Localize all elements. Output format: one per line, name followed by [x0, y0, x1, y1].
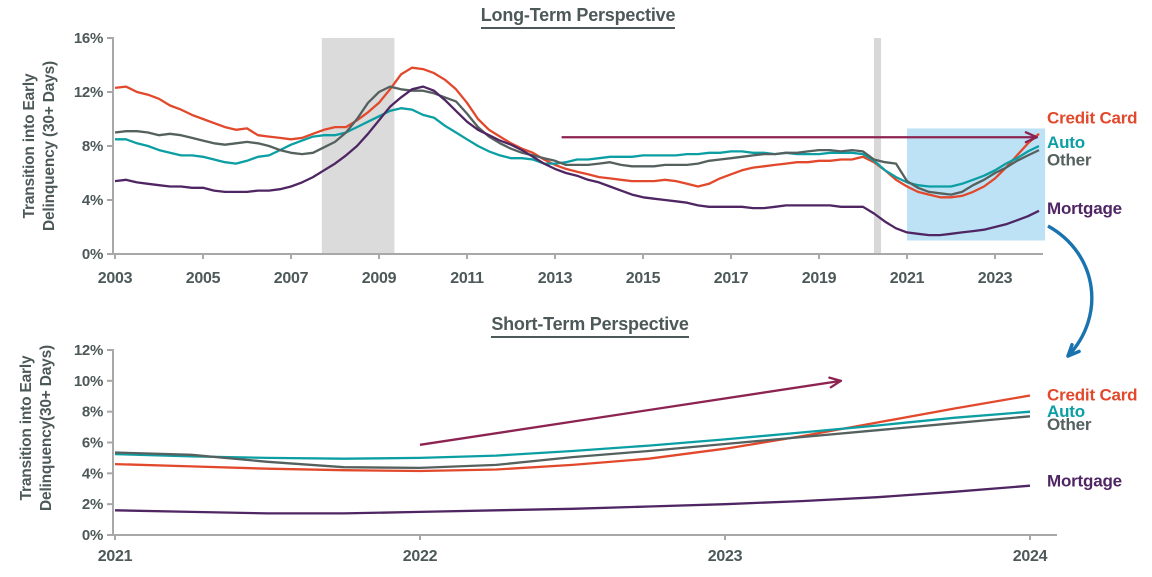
series-label-mortgage: Mortgage: [1047, 199, 1122, 218]
y-tick-label: 6%: [82, 434, 103, 451]
series-line-other: [114, 85, 1040, 196]
x-tick-label: 2021: [890, 270, 925, 287]
y-tick-label: 12%: [74, 342, 103, 359]
y-tick-label: 8%: [82, 404, 103, 421]
short-term-chart-title: Short-Term Perspective: [410, 314, 770, 338]
x-tick-label: 2015: [626, 270, 661, 287]
x-tick-label: 2003: [98, 270, 133, 287]
series-label-auto: Auto: [1047, 402, 1085, 421]
y-tick-label: 12%: [74, 84, 103, 101]
x-tick-label: 2005: [186, 270, 221, 287]
arrowhead: [1024, 136, 1038, 144]
x-tick-label: 2022: [403, 548, 438, 565]
trend-arrow: [419, 379, 842, 446]
arrowhead: [1024, 131, 1038, 139]
y-tick-label: 16%: [74, 30, 103, 47]
y-tick-label: 0%: [82, 246, 103, 263]
series-label-credit-card: Credit Card: [1047, 109, 1137, 128]
short-term-chart: 0% 2% 4% 6% 8% 10% 12% 2021 2022 2023 2024 Credit C…: [74, 342, 1138, 565]
arrowhead: [828, 376, 843, 382]
arrowhead: [829, 379, 843, 389]
x-tick-label: 2023: [708, 548, 743, 565]
y-tick-label: 8%: [82, 138, 103, 155]
x-tick-label: 2023: [978, 270, 1013, 287]
x-tick-label: 2021: [98, 548, 133, 565]
long-term-chart: 0% 4% 8% 12% 16% 2003 2005 2007 2009 2011 2013 2015…: [74, 30, 1138, 287]
y-tick-label: 10%: [74, 373, 103, 390]
x-tick-label: 2007: [274, 270, 309, 287]
series-line-mortgage: [114, 484, 1031, 515]
x-tick-label: 2019: [802, 270, 837, 287]
series-label-other: Other: [1047, 415, 1092, 434]
series-line-mortgage: [114, 85, 1040, 237]
short-term-chart-title-text: Short-Term Perspective: [491, 314, 689, 338]
series-line-other: [114, 415, 1031, 470]
x-tick-label: 2017: [714, 270, 749, 287]
long-term-chart-title: Long-Term Perspective: [398, 5, 758, 29]
series-line-auto: [115, 107, 1040, 188]
series-line-credit-card: [114, 394, 1031, 473]
series-label-auto: Auto: [1047, 133, 1085, 152]
y-tick-label: 4%: [82, 465, 103, 482]
series-line-credit-card: [114, 66, 1040, 199]
long-term-chart-title-text: Long-Term Perspective: [480, 5, 675, 29]
x-tick-label: 2013: [538, 270, 573, 287]
y-tick-label: 2%: [82, 496, 103, 513]
x-tick-label: 2024: [1013, 548, 1048, 565]
series-label-other: Other: [1047, 151, 1092, 170]
x-tick-label: 2009: [362, 270, 397, 287]
series-label-credit-card: Credit Card: [1047, 386, 1137, 405]
y-tick-label: 4%: [82, 192, 103, 209]
recession-band-2020: [874, 38, 882, 254]
y-tick-label: 0%: [82, 527, 103, 544]
series-line-auto: [114, 410, 1031, 460]
x-tick-label: 2011: [450, 270, 484, 287]
series-label-mortgage: Mortgage: [1047, 471, 1122, 490]
